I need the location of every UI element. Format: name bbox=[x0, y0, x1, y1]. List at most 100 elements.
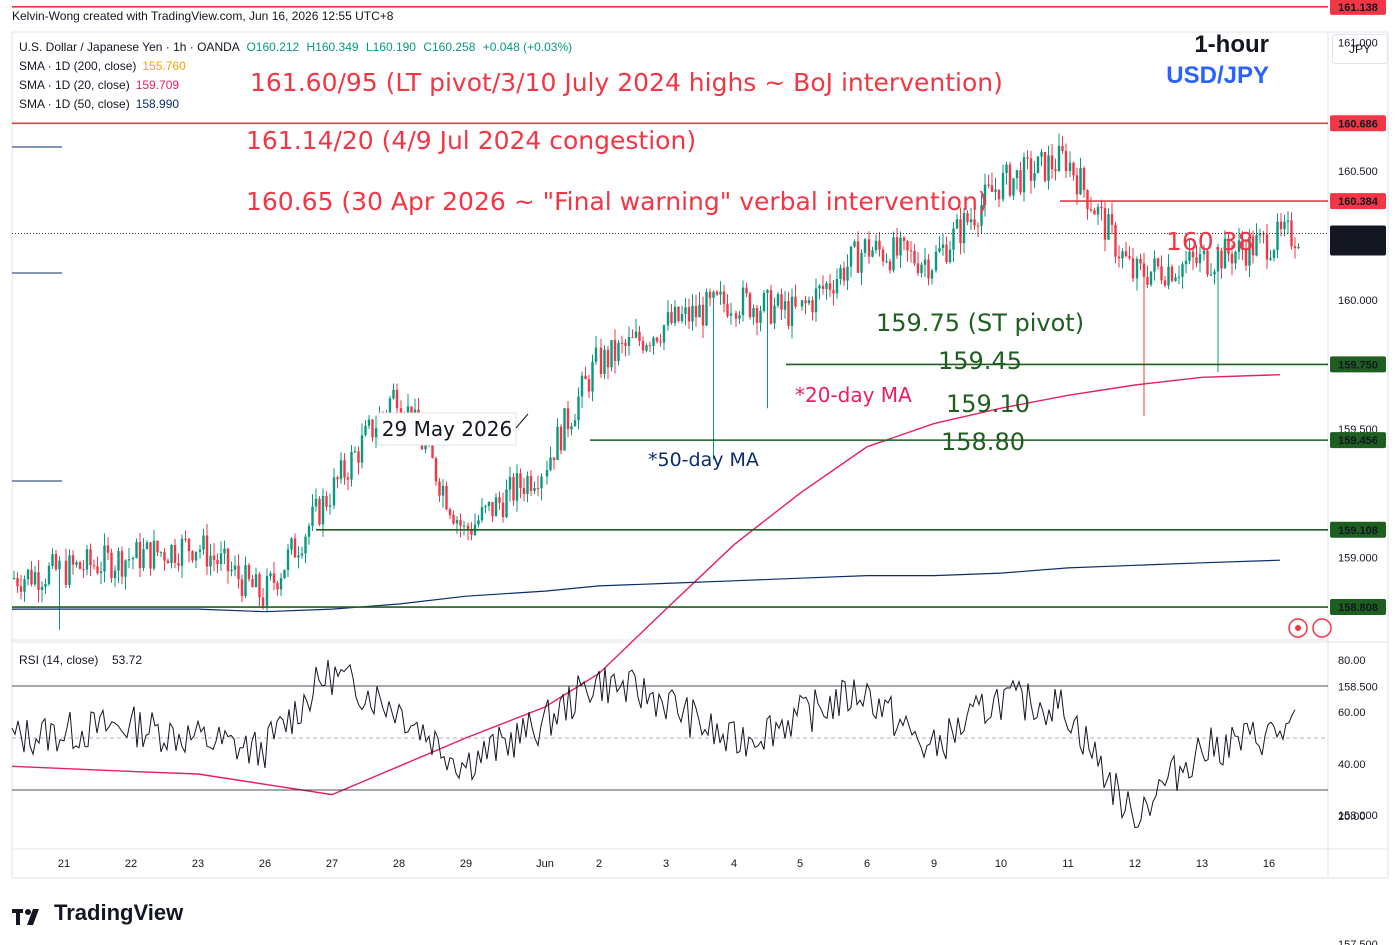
candle-body bbox=[934, 251, 938, 271]
outer-frame bbox=[11, 31, 1389, 879]
candle-body bbox=[505, 489, 508, 518]
candle-body bbox=[498, 497, 501, 503]
sma50-legend[interactable]: SMA · 1D (50, close) 158.990 bbox=[19, 97, 179, 111]
candle-body bbox=[773, 305, 776, 324]
candle-body bbox=[1198, 254, 1202, 264]
candle-body bbox=[261, 597, 265, 606]
candle-body bbox=[1170, 266, 1174, 281]
candle-body bbox=[353, 451, 357, 453]
candle-body bbox=[726, 303, 729, 316]
candle-body bbox=[177, 562, 180, 566]
candle-body bbox=[1082, 168, 1086, 191]
candle-body bbox=[484, 506, 487, 508]
candle-body bbox=[138, 541, 142, 569]
candle-body bbox=[54, 554, 58, 570]
candle-body bbox=[687, 307, 691, 322]
candle-body bbox=[729, 313, 733, 316]
candle-body bbox=[577, 396, 580, 421]
close-value: C160.258 bbox=[423, 40, 476, 54]
candle-body bbox=[522, 488, 526, 494]
candle-body bbox=[871, 250, 874, 257]
candle-body bbox=[501, 502, 505, 518]
candle-body bbox=[1279, 221, 1283, 230]
candle-body bbox=[860, 252, 863, 273]
price-tag-label: 158.808 bbox=[1338, 602, 1378, 614]
rsi-axis-tick: 80.00 bbox=[1338, 655, 1366, 667]
candle-body bbox=[748, 293, 752, 318]
candle-body bbox=[26, 569, 30, 580]
candle-body bbox=[371, 419, 374, 438]
candle-body bbox=[1043, 152, 1047, 181]
candle-body bbox=[202, 535, 205, 550]
candle-body bbox=[631, 337, 634, 339]
tradingview-logo[interactable]: TradingView bbox=[12, 900, 183, 926]
candle-body bbox=[328, 505, 332, 507]
time-axis-tick: 23 bbox=[192, 858, 204, 870]
candle-body bbox=[68, 555, 71, 585]
candle-body bbox=[814, 288, 818, 313]
candle-body bbox=[1251, 236, 1255, 256]
sma20-legend[interactable]: SMA · 1D (20, close) 159.709 bbox=[19, 78, 179, 92]
time-axis-tick: 4 bbox=[731, 858, 737, 870]
target-icon[interactable] bbox=[1288, 618, 1308, 638]
candle-body bbox=[180, 538, 184, 566]
candle-body bbox=[40, 586, 44, 591]
candle-body bbox=[856, 241, 860, 273]
candle-body bbox=[613, 340, 617, 361]
candle-body bbox=[634, 331, 638, 338]
candle-body bbox=[1064, 150, 1068, 172]
candle-body bbox=[272, 573, 276, 583]
candle-body bbox=[587, 379, 591, 392]
candle-body bbox=[545, 469, 549, 477]
candle-body bbox=[694, 305, 698, 318]
candle-body bbox=[374, 428, 378, 438]
date-callout-pointer bbox=[515, 413, 529, 429]
flag-icon[interactable] bbox=[1312, 618, 1332, 638]
candle-body bbox=[477, 520, 480, 525]
candle-body bbox=[712, 291, 715, 298]
candle-body bbox=[1135, 258, 1139, 279]
candle-body bbox=[448, 509, 452, 515]
candle-body bbox=[1202, 250, 1206, 255]
candle-body bbox=[895, 237, 899, 256]
candle-body bbox=[452, 514, 455, 524]
candle-body bbox=[881, 249, 885, 262]
candle-body bbox=[645, 345, 648, 351]
candle-body bbox=[1054, 169, 1057, 172]
rsi-line bbox=[11, 659, 1296, 829]
candle-body bbox=[1057, 145, 1061, 172]
candle-body bbox=[1181, 264, 1184, 277]
candle-body bbox=[226, 548, 230, 572]
candle-body bbox=[184, 538, 187, 540]
candle-body bbox=[734, 313, 738, 319]
candle-body bbox=[1195, 257, 1198, 264]
candle-body bbox=[269, 573, 272, 577]
candle-body bbox=[885, 261, 888, 263]
candle-body bbox=[783, 301, 787, 310]
candle-body bbox=[1248, 236, 1251, 266]
candle-body bbox=[311, 506, 314, 527]
candle-body bbox=[1103, 208, 1107, 240]
price-tag-label: 159.456 bbox=[1338, 435, 1378, 447]
pair-title: USD/JPY bbox=[1166, 62, 1269, 89]
candle-body bbox=[1276, 221, 1279, 251]
candle-body bbox=[30, 569, 33, 585]
sma200-legend[interactable]: SMA · 1D (200, close) 155.760 bbox=[19, 59, 186, 73]
price-tag-bg bbox=[1330, 432, 1386, 449]
candle-body bbox=[790, 296, 794, 326]
candle-body bbox=[279, 578, 283, 590]
candle-body bbox=[892, 237, 895, 271]
candle-body bbox=[945, 244, 948, 263]
candle-body bbox=[283, 569, 286, 579]
candle-body bbox=[818, 285, 821, 289]
candle-body bbox=[708, 292, 712, 298]
time-axis-tick: 29 bbox=[460, 858, 472, 870]
candle-body bbox=[71, 555, 75, 565]
candle-body bbox=[846, 266, 849, 281]
candle-body bbox=[470, 530, 473, 535]
candle-body bbox=[149, 542, 152, 569]
candle-body bbox=[652, 337, 655, 346]
candle-body bbox=[920, 264, 923, 274]
price-tag-label: 161.138 bbox=[1338, 2, 1378, 14]
